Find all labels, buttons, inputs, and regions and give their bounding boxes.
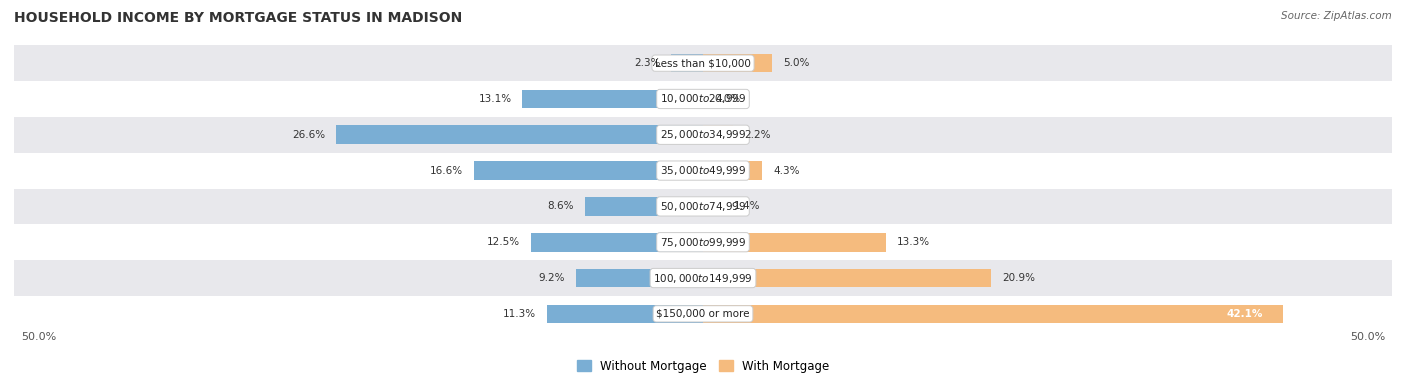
Text: 5.0%: 5.0% bbox=[783, 58, 810, 68]
Text: $100,000 to $149,999: $100,000 to $149,999 bbox=[654, 271, 752, 285]
Text: HOUSEHOLD INCOME BY MORTGAGE STATUS IN MADISON: HOUSEHOLD INCOME BY MORTGAGE STATUS IN M… bbox=[14, 11, 463, 25]
Text: $75,000 to $99,999: $75,000 to $99,999 bbox=[659, 236, 747, 249]
Bar bbox=[703, 305, 1284, 323]
Text: 8.6%: 8.6% bbox=[547, 201, 574, 211]
Bar bbox=[703, 126, 734, 144]
Bar bbox=[14, 188, 1392, 224]
Text: $25,000 to $34,999: $25,000 to $34,999 bbox=[659, 128, 747, 141]
Bar bbox=[703, 161, 762, 180]
Text: 0.0%: 0.0% bbox=[714, 94, 741, 104]
Bar bbox=[14, 81, 1392, 117]
Bar bbox=[14, 296, 1392, 332]
Text: 13.1%: 13.1% bbox=[478, 94, 512, 104]
Text: $50,000 to $74,999: $50,000 to $74,999 bbox=[659, 200, 747, 213]
Bar bbox=[14, 224, 1392, 260]
Text: $35,000 to $49,999: $35,000 to $49,999 bbox=[659, 164, 747, 177]
Text: 50.0%: 50.0% bbox=[1350, 332, 1385, 342]
Bar bbox=[703, 54, 772, 72]
Text: 4.3%: 4.3% bbox=[773, 166, 800, 176]
Bar bbox=[576, 269, 703, 287]
Bar bbox=[703, 233, 886, 251]
Bar bbox=[474, 161, 703, 180]
Bar bbox=[336, 126, 703, 144]
Bar bbox=[671, 54, 703, 72]
Bar bbox=[703, 197, 723, 216]
Text: 2.3%: 2.3% bbox=[634, 58, 661, 68]
Text: 42.1%: 42.1% bbox=[1226, 309, 1263, 319]
Text: Less than $10,000: Less than $10,000 bbox=[655, 58, 751, 68]
Text: 13.3%: 13.3% bbox=[897, 237, 931, 247]
Text: 50.0%: 50.0% bbox=[21, 332, 56, 342]
Bar bbox=[585, 197, 703, 216]
Bar bbox=[14, 153, 1392, 188]
Text: $10,000 to $24,999: $10,000 to $24,999 bbox=[659, 92, 747, 106]
Text: 1.4%: 1.4% bbox=[734, 201, 759, 211]
Text: 2.2%: 2.2% bbox=[744, 130, 770, 140]
Text: $150,000 or more: $150,000 or more bbox=[657, 309, 749, 319]
Bar bbox=[547, 305, 703, 323]
Text: 26.6%: 26.6% bbox=[292, 130, 325, 140]
Text: 16.6%: 16.6% bbox=[430, 166, 463, 176]
Text: Source: ZipAtlas.com: Source: ZipAtlas.com bbox=[1281, 11, 1392, 21]
Bar bbox=[14, 260, 1392, 296]
Text: 9.2%: 9.2% bbox=[538, 273, 565, 283]
Text: 11.3%: 11.3% bbox=[503, 309, 536, 319]
Bar bbox=[14, 117, 1392, 153]
Text: 12.5%: 12.5% bbox=[486, 237, 520, 247]
Legend: Without Mortgage, With Mortgage: Without Mortgage, With Mortgage bbox=[572, 355, 834, 377]
Text: 20.9%: 20.9% bbox=[1002, 273, 1035, 283]
Bar bbox=[531, 233, 703, 251]
Bar bbox=[523, 90, 703, 108]
Bar bbox=[14, 45, 1392, 81]
Bar bbox=[703, 269, 991, 287]
